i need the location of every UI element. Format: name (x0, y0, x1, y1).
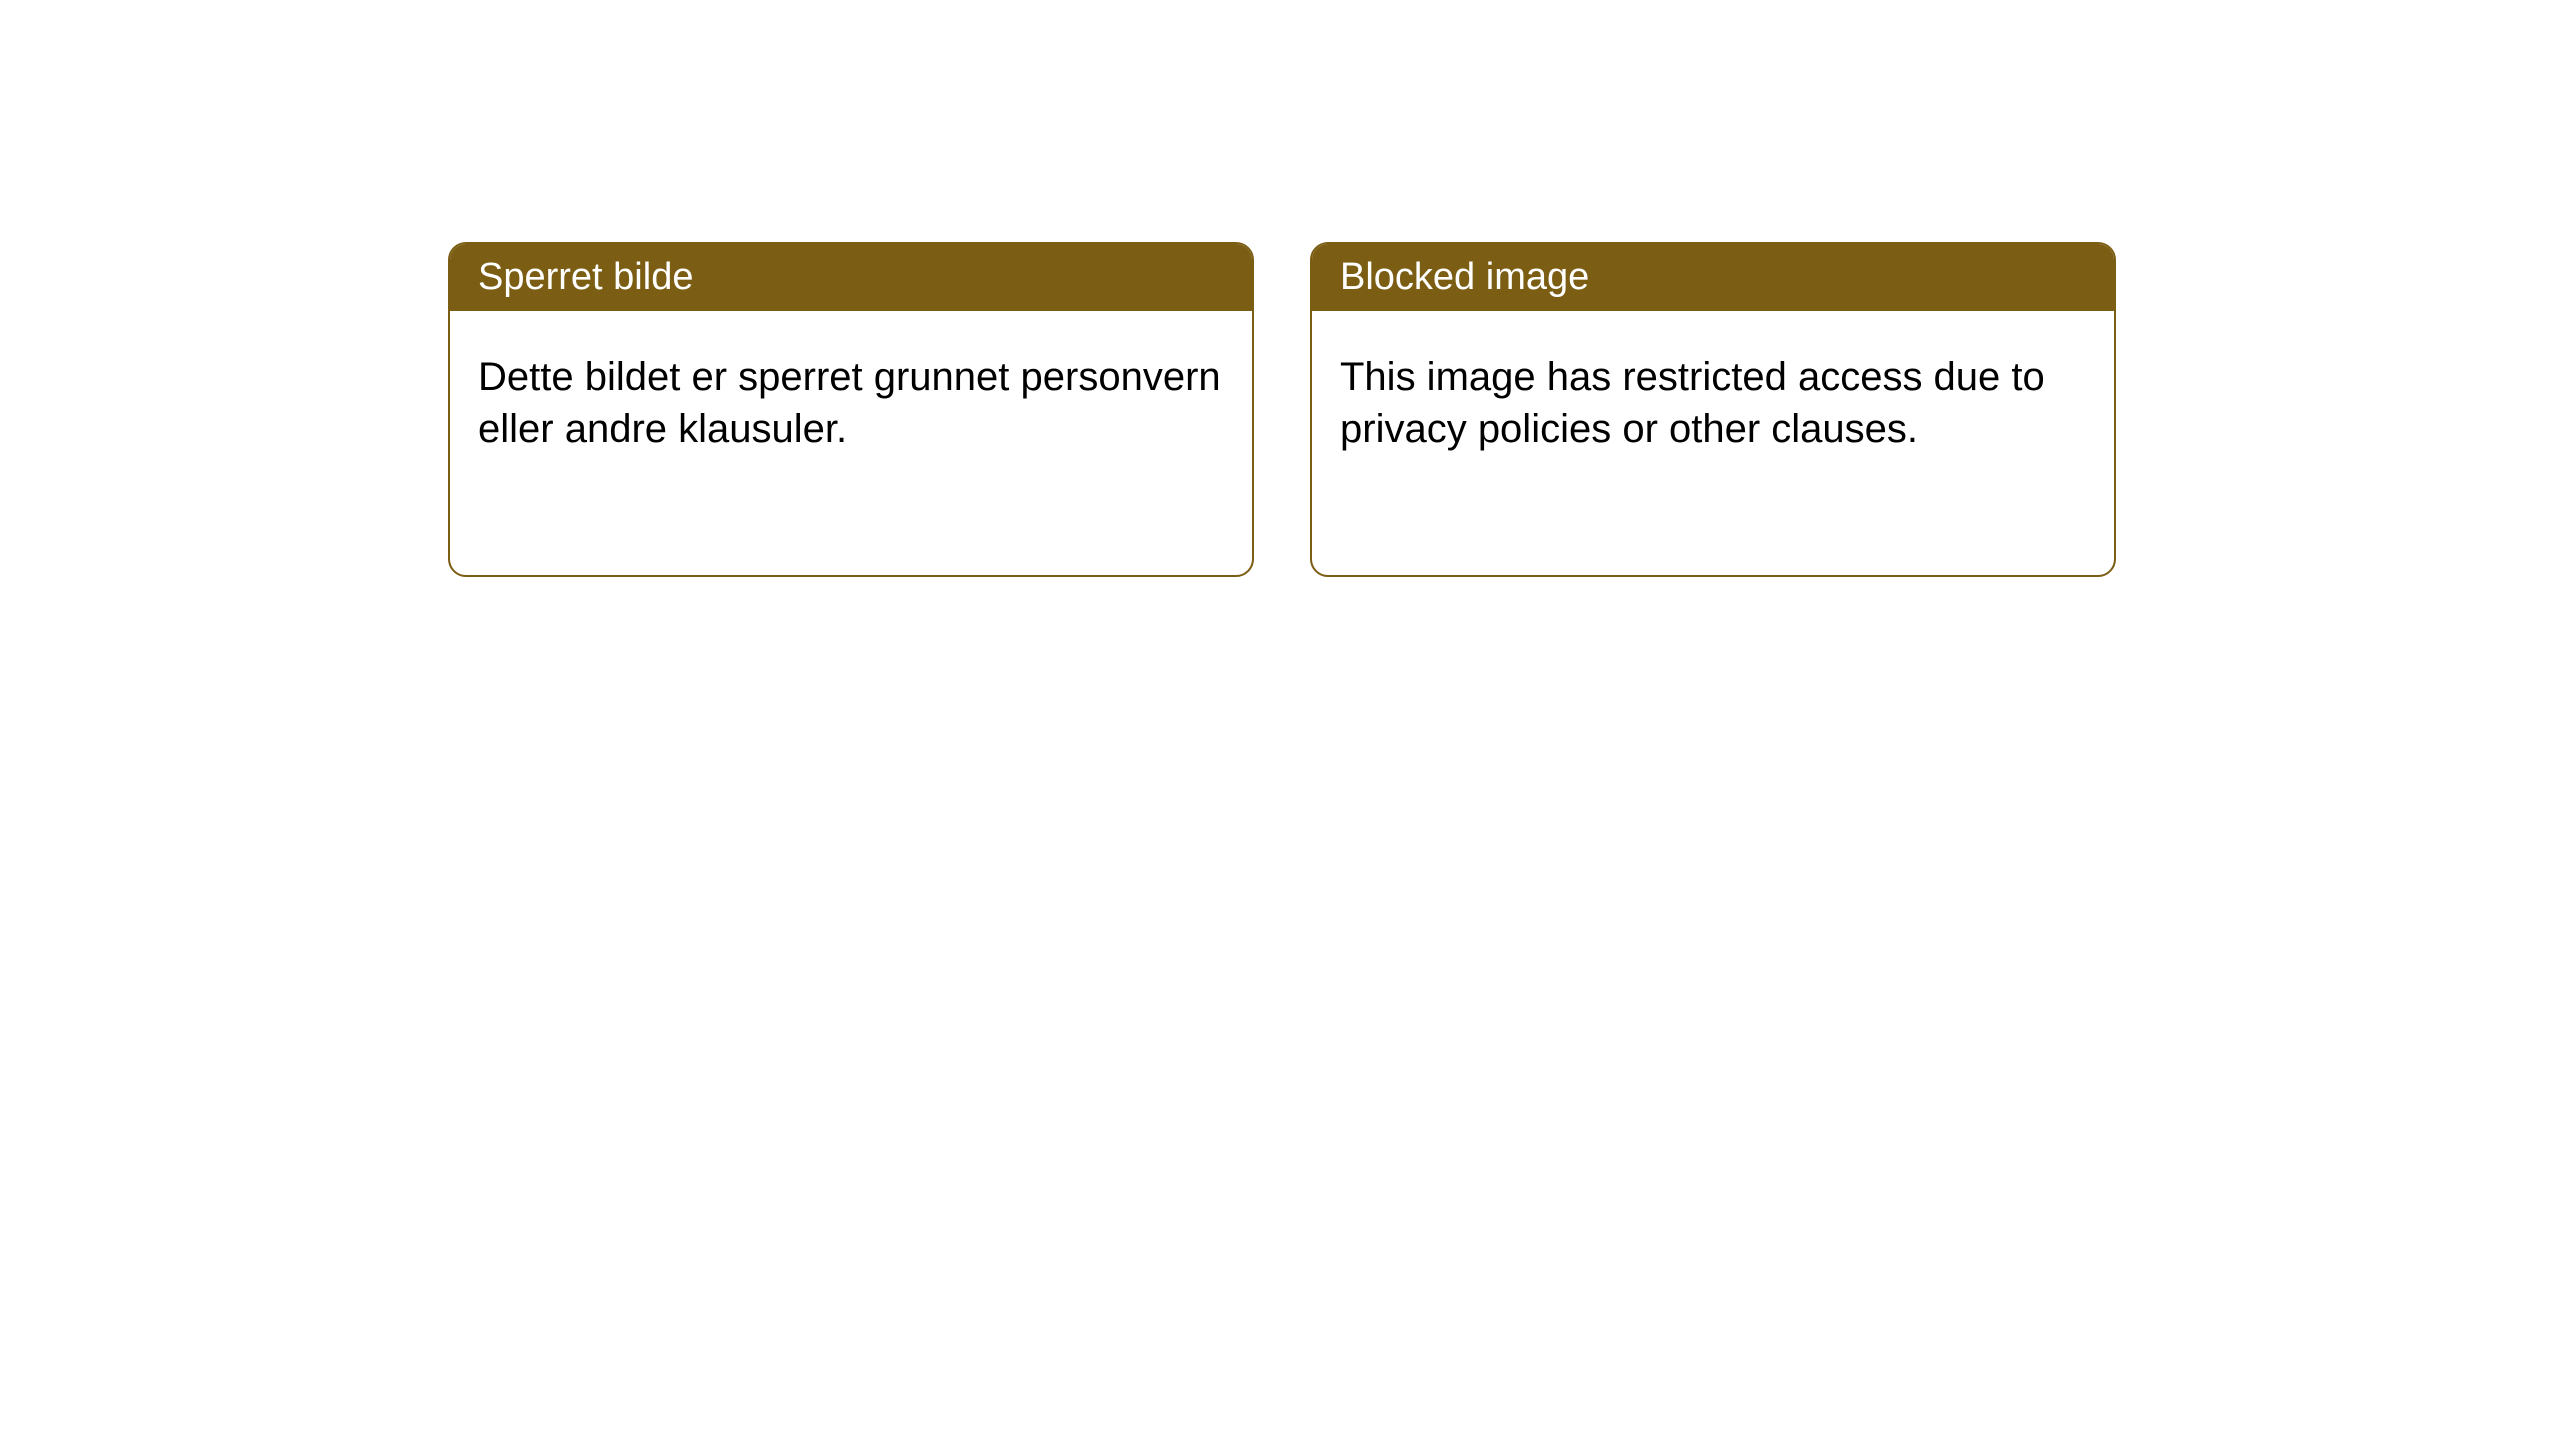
card-title: Blocked image (1340, 256, 1589, 298)
card-body-text: Dette bildet er sperret grunnet personve… (478, 355, 1221, 451)
card-body-text: This image has restricted access due to … (1340, 355, 2045, 451)
card-body: Dette bildet er sperret grunnet personve… (450, 311, 1252, 495)
card-body: This image has restricted access due to … (1312, 311, 2114, 495)
notice-card-norwegian: Sperret bilde Dette bildet er sperret gr… (448, 242, 1254, 577)
notice-cards-container: Sperret bilde Dette bildet er sperret gr… (0, 0, 2560, 577)
card-header: Blocked image (1312, 244, 2114, 311)
card-header: Sperret bilde (450, 244, 1252, 311)
card-title: Sperret bilde (478, 256, 693, 298)
notice-card-english: Blocked image This image has restricted … (1310, 242, 2116, 577)
